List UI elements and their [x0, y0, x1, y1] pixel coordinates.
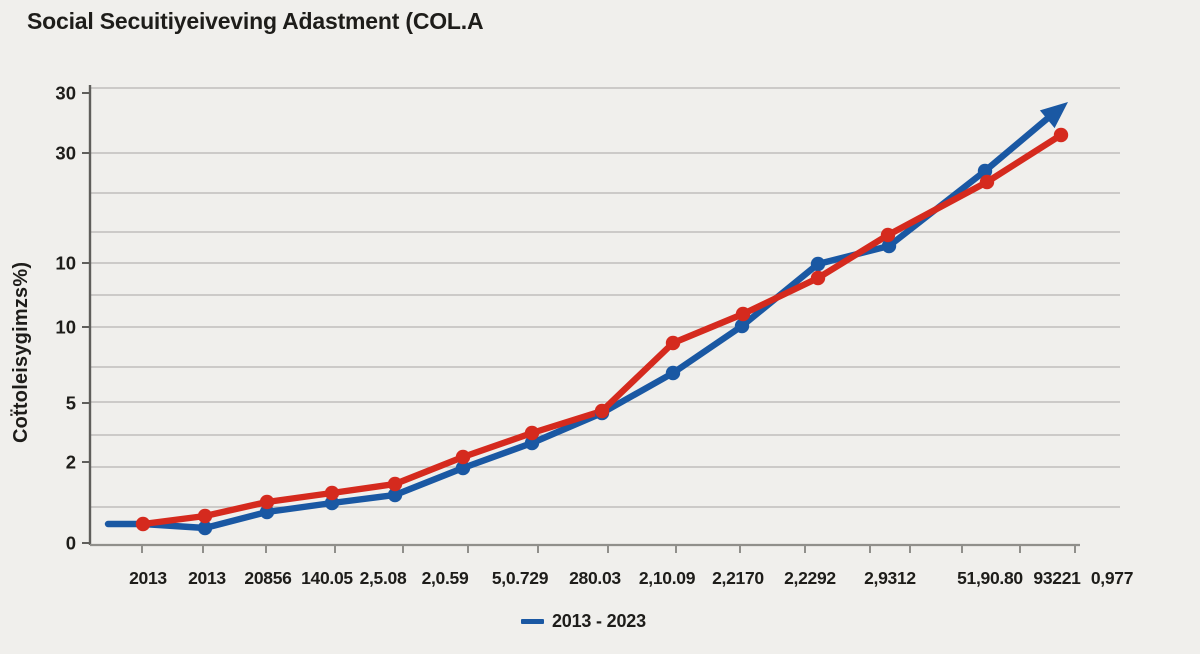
data-point-marker-red — [810, 270, 826, 286]
y-tick-label: 5 — [66, 393, 76, 414]
data-point-marker-red — [197, 508, 213, 524]
y-tick-label: 30 — [55, 143, 76, 164]
x-tick-label: 51,90.80 — [957, 568, 1023, 588]
data-point-marker-red — [259, 494, 275, 510]
data-point-marker-red — [324, 485, 340, 501]
x-tick-label: 2,2170 — [712, 568, 764, 588]
data-point-marker-red — [880, 227, 896, 243]
data-point-marker-red — [594, 403, 610, 419]
x-tick-label: 2,10.09 — [639, 568, 696, 588]
x-tick-label: 93221 — [1033, 568, 1081, 588]
data-point-marker-red — [735, 306, 751, 322]
chart-title: Social Secuitiyeiveving Aḋastment (COL.A — [27, 8, 484, 34]
data-point-marker-blue — [810, 256, 826, 272]
data-point-marker-red — [665, 335, 681, 351]
x-tick-label: 2013 — [129, 568, 167, 588]
y-tick-label: 2 — [66, 452, 76, 473]
x-tick-label: 5,0.729 — [492, 568, 549, 588]
data-point-marker-red — [524, 425, 540, 441]
data-point-marker-blue — [324, 495, 340, 511]
data-point-marker-blue — [455, 460, 471, 476]
data-point-marker-blue — [734, 318, 750, 334]
data-point-marker-red — [979, 174, 995, 190]
y-tick-label: 10 — [55, 317, 76, 338]
legend-label: 2013 - 2023 — [552, 611, 646, 631]
y-axis-title: Coẗtoleisygimzs%) — [10, 261, 32, 443]
x-tick-label: 2,9312 — [864, 568, 916, 588]
x-tick-label: 140.05 — [301, 568, 353, 588]
x-tick-label: 2,2292 — [784, 568, 836, 588]
data-point-marker-blue — [259, 504, 275, 520]
data-point-marker-red — [1053, 127, 1069, 143]
data-point-marker-red — [387, 476, 403, 492]
legend-line-swatch-icon — [521, 619, 544, 624]
data-point-marker-blue — [524, 435, 540, 451]
x-tick-label: 280.03 — [569, 568, 621, 588]
x-tick-label: 2,5.08 — [360, 568, 407, 588]
data-point-marker-blue — [197, 520, 213, 536]
data-point-marker-blue — [881, 238, 897, 254]
data-point-marker-red — [455, 449, 471, 465]
data-point-marker-blue — [387, 487, 403, 503]
y-tick-label: 30 — [55, 83, 76, 104]
y-tick-label: 10 — [55, 253, 76, 274]
data-point-marker-blue — [665, 365, 681, 381]
x-tick-label: 20856 — [244, 568, 292, 588]
legend: 2013 - 2023 — [521, 611, 646, 632]
x-tick-label: 0,977 — [1091, 568, 1133, 588]
y-tick-label: 0 — [66, 533, 76, 554]
x-tick-label: 2013 — [188, 568, 226, 588]
series-line-red — [139, 131, 1065, 528]
trend-arrow-icon — [1039, 102, 1068, 129]
data-point-marker-red — [135, 516, 151, 532]
x-tick-label: 2,0.59 — [422, 568, 469, 588]
data-point-marker-blue — [977, 163, 993, 179]
